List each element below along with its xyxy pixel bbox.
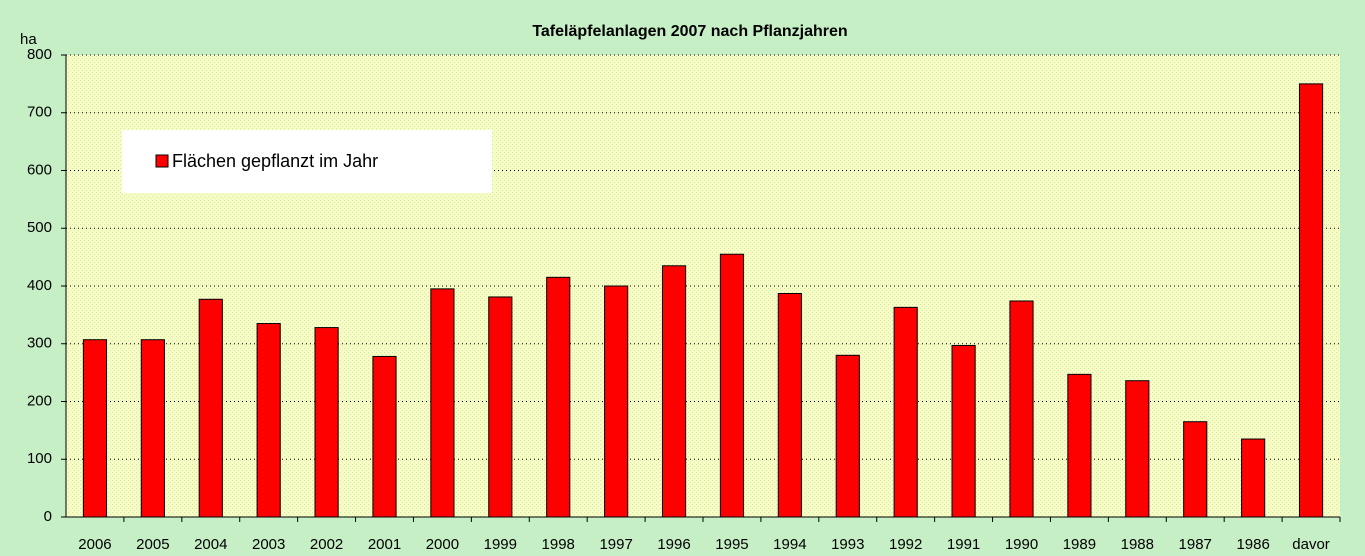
x-tick-label: 1989 [1063,536,1096,553]
bar [661,265,687,518]
y-axis-label: ha [20,31,37,48]
bar [1241,438,1266,518]
bar [140,339,165,518]
y-tick-label: 100 [27,450,52,467]
x-tick-label: 1999 [484,536,517,553]
y-tick-label: 0 [44,508,52,525]
bar [198,298,223,518]
bar [1009,300,1034,518]
x-tick-label: 1996 [657,536,690,553]
bar [372,355,397,518]
x-tick-label: 1995 [715,536,748,553]
x-tick-label: 2004 [194,536,227,553]
x-tick-label: 1990 [1005,536,1038,553]
y-tick-label: 700 [27,104,52,121]
chart-title: Tafeläpfelanlagen 2007 nach Pflanzjahren [532,23,847,40]
x-tick-label: 1986 [1236,536,1269,553]
legend-label: Flächen gepflanzt im Jahr [172,151,378,171]
bar [430,288,455,518]
legend-swatch [155,154,169,168]
bar [82,339,108,518]
bar [835,354,860,518]
x-tick-label: 1992 [889,536,922,553]
x-tick-label: 1991 [947,536,980,553]
x-tick-label: 2000 [426,536,459,553]
y-tick-label: 200 [27,392,52,409]
y-tick-label: 800 [27,46,52,63]
bar [604,285,629,518]
bar [1298,83,1324,518]
bar [719,253,745,518]
y-tick-label: 300 [27,335,52,352]
x-tick-label: davor [1292,536,1330,553]
x-tick-label: 1994 [773,536,806,553]
legend-box [122,130,492,193]
bar [488,296,513,518]
x-tick-label: 2006 [78,536,111,553]
y-tick-label: 400 [27,277,52,294]
y-tick-label: 500 [27,219,52,236]
x-tick-label: 1988 [1121,536,1154,553]
y-tick-label: 600 [27,161,52,178]
x-tick-label: 1993 [831,536,864,553]
x-tick-label: 1997 [599,536,632,553]
x-tick-label: 1998 [542,536,575,553]
x-tick-label: 2001 [368,536,401,553]
bar [1067,373,1092,518]
bar [1183,421,1208,518]
x-tick-label: 2003 [252,536,285,553]
bar [1125,380,1150,518]
bar [777,293,802,518]
x-tick-label: 2002 [310,536,343,553]
bar [256,323,281,518]
bar [893,306,918,518]
x-tick-label: 2005 [136,536,169,553]
bar [314,327,339,518]
bar [951,344,976,518]
x-tick-label: 1987 [1179,536,1212,553]
bar [546,276,571,518]
